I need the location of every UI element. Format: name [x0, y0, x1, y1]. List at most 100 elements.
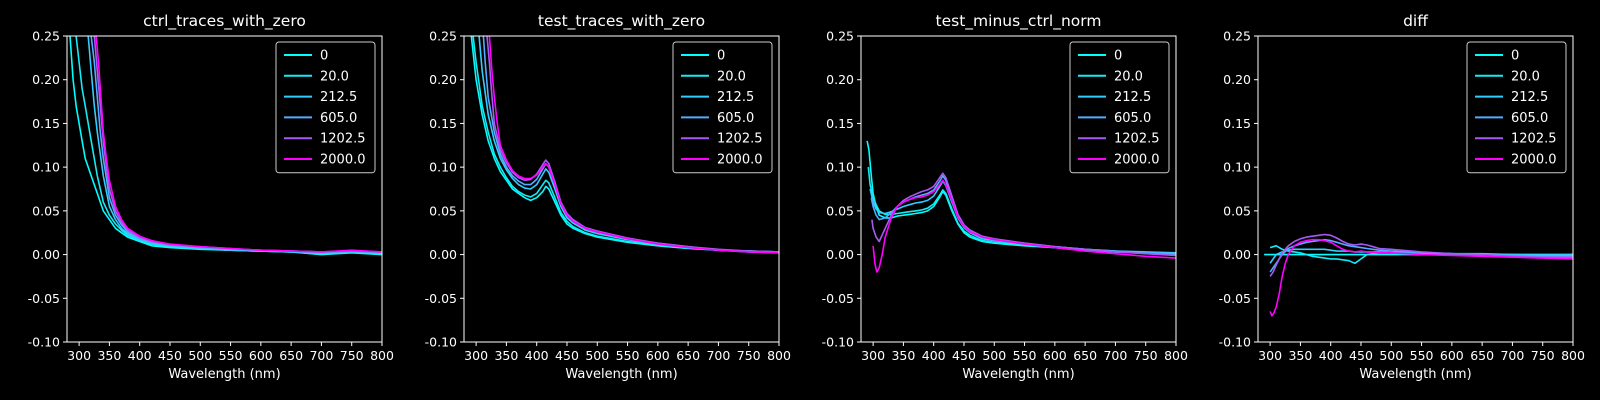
x-tick-label: 750 [1134, 348, 1158, 363]
x-tick-label: 700 [309, 348, 333, 363]
y-tick-label: 0.10 [429, 160, 457, 175]
legend-entry: 605.0 [320, 111, 357, 126]
x-axis-label: Wavelength (nm) [1359, 367, 1471, 382]
x-tick-label: 450 [952, 348, 976, 363]
y-tick-label: 0.20 [32, 72, 60, 87]
y-tick-label: 0.25 [826, 29, 854, 44]
x-axis-label: Wavelength (nm) [168, 367, 280, 382]
y-tick-label: 0.20 [826, 72, 854, 87]
series-line-1202.5 [871, 172, 1176, 257]
chart-title: ctrl_traces_with_zero [143, 12, 306, 31]
x-tick-label: 700 [1103, 348, 1127, 363]
y-tick-label: 0.00 [429, 247, 457, 262]
y-tick-label: -0.05 [28, 291, 60, 306]
x-tick-label: 350 [1288, 348, 1312, 363]
y-tick-label: 0.10 [32, 160, 60, 175]
legend-entry: 212.5 [320, 90, 357, 105]
legend-entry: 0 [320, 49, 328, 64]
x-tick-label: 700 [706, 348, 730, 363]
x-tick-label: 300 [1258, 348, 1282, 363]
legend-entry: 605.0 [717, 111, 754, 126]
x-tick-label: 600 [1043, 348, 1067, 363]
legend-entry: 212.5 [717, 90, 754, 105]
y-tick-label: 0.05 [826, 203, 854, 218]
y-tick-label: 0.10 [1223, 160, 1251, 175]
y-tick-label: -0.05 [425, 291, 457, 306]
y-tick-label: -0.05 [1219, 291, 1251, 306]
y-tick-label: 0.15 [32, 116, 60, 131]
legend-entry: 2000.0 [320, 153, 366, 168]
series-line-1202.5 [1269, 233, 1573, 277]
legend-entry: 1202.5 [320, 132, 366, 147]
legend-entry: 20.0 [1114, 69, 1143, 84]
x-tick-label: 600 [646, 348, 670, 363]
series-line-2000.0 [1269, 238, 1573, 317]
x-tick-label: 300 [67, 348, 91, 363]
x-tick-label: 700 [1500, 348, 1524, 363]
plot-frame [463, 35, 780, 343]
x-axis-label: Wavelength (nm) [565, 367, 677, 382]
y-tick-label: -0.10 [1219, 335, 1251, 350]
x-axis-label: Wavelength (nm) [962, 367, 1074, 382]
y-tick-label: 0.05 [1223, 203, 1251, 218]
x-tick-label: 750 [737, 348, 761, 363]
chart-title: test_traces_with_zero [538, 12, 705, 31]
legend-box [672, 41, 773, 174]
y-tick-label: -0.10 [822, 335, 854, 350]
x-tick-label: 750 [340, 348, 364, 363]
x-tick-label: 650 [1073, 348, 1097, 363]
x-tick-label: 500 [585, 348, 609, 363]
series-line-1202.5 [486, 36, 779, 253]
legend-entry: 212.5 [1511, 90, 1548, 105]
legend: 0 20.0 212.5 605.0 1202.5 2000.0 [1069, 41, 1170, 174]
legend-box [1069, 41, 1170, 174]
x-tick-label: 550 [616, 348, 640, 363]
legend: 0 20.0 212.5 605.0 1202.5 2000.0 [275, 41, 376, 174]
x-tick-label: 500 [982, 348, 1006, 363]
y-tick-label: 0.05 [429, 203, 457, 218]
series-lines [470, 36, 779, 254]
x-tick-label: 500 [188, 348, 212, 363]
x-tick-label: 450 [158, 348, 182, 363]
y-tick-label: 0.10 [826, 160, 854, 175]
legend-entry: 605.0 [1114, 111, 1151, 126]
x-tick-label: 650 [1470, 348, 1494, 363]
legend: 0 20.0 212.5 605.0 1202.5 2000.0 [672, 41, 773, 174]
chart-panel-2: test_traces_with_zero 300 350 400 450 500 550 6… [425, 12, 791, 382]
y-tick-label: 0.25 [1223, 29, 1251, 44]
legend-entry: 2000.0 [717, 153, 763, 168]
y-tick-label: 0.00 [1223, 247, 1251, 262]
x-tick-label: 650 [279, 348, 303, 363]
x-tick-label: 750 [1531, 348, 1555, 363]
y-tick-label: 0.05 [32, 203, 60, 218]
series-lines [866, 140, 1176, 273]
legend-entry: 0 [1511, 49, 1519, 64]
x-tick-label: 650 [676, 348, 700, 363]
legend-entry: 1202.5 [1511, 132, 1557, 147]
x-tick-label: 600 [1440, 348, 1464, 363]
legend-box [1466, 41, 1567, 174]
y-tick-label: -0.10 [425, 335, 457, 350]
legend-entry: 605.0 [1511, 111, 1548, 126]
chart-panel-4: diff 300 350 400 450 500 550 600 650 700 750 800 -0.… [1219, 12, 1585, 382]
chart-panel-1: ctrl_traces_with_zero 300 350 400 450 500 550 6… [28, 12, 394, 382]
x-tick-label: 550 [1410, 348, 1434, 363]
chart-panel-3: test_minus_ctrl_norm 300 350 400 450 500 550 60… [822, 12, 1188, 382]
x-tick-label: 800 [370, 348, 394, 363]
series-line-2000.0 [872, 179, 1176, 273]
series-lines [1264, 233, 1573, 317]
x-tick-label: 400 [525, 348, 549, 363]
x-tick-label: 800 [767, 348, 791, 363]
legend-entry: 0 [717, 49, 725, 64]
x-tick-label: 300 [861, 348, 885, 363]
legend-entry: 0 [1114, 49, 1122, 64]
y-tick-label: 0.20 [1223, 72, 1251, 87]
x-tick-label: 550 [1013, 348, 1037, 363]
y-tick-label: 0.15 [429, 116, 457, 131]
x-tick-label: 350 [891, 348, 915, 363]
legend: 0 20.0 212.5 605.0 1202.5 2000.0 [1466, 41, 1567, 174]
legend-entry: 1202.5 [1114, 132, 1160, 147]
y-tick-label: -0.05 [822, 291, 854, 306]
